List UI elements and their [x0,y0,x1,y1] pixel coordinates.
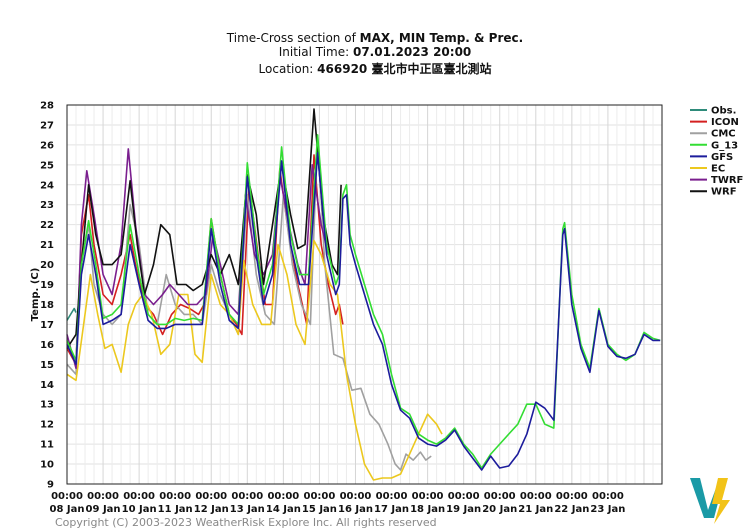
x-tick-date: 22 Jan [554,504,589,515]
x-tick-time: 00:00 [448,491,480,502]
y-tick-label: 25 [40,160,54,171]
weatherrisk-w-logo-icon [690,478,730,524]
x-tick-time: 00:00 [195,491,227,502]
series-line-gfs [66,152,661,471]
chart-title-line-3: Location: 466920 臺北市中正區臺北測站 [0,60,750,77]
y-tick-label: 27 [40,120,54,131]
x-tick-time: 00:00 [484,491,516,502]
x-tick-time: 00:00 [520,491,552,502]
y-tick-label: 15 [40,360,54,371]
x-tick-date: 11 Jan [158,504,193,515]
x-tick-date: 23 Jan [590,504,625,515]
x-tick-time: 00:00 [556,491,588,502]
initial-time-value: 07.01.2023 20:00 [352,45,472,59]
x-tick-date: 14 Jan [266,504,301,515]
x-tick-date: 08 Jan [50,504,85,515]
legend-label: TWRF [711,175,743,186]
y-tick-label: 12 [40,420,54,431]
x-tick-date: 10 Jan [122,504,157,515]
y-tick-label: 24 [40,180,54,191]
legend-label: Obs. [711,106,736,117]
x-tick-date: 15 Jan [302,504,337,515]
y-tick-label: 13 [40,400,54,411]
x-tick-date: 17 Jan [374,504,409,515]
x-tick-date: 16 Jan [338,504,373,515]
y-tick-label: 10 [40,460,54,471]
x-tick-time: 00:00 [592,491,624,502]
y-tick-label: 19 [40,280,54,291]
y-tick-label: 17 [40,320,54,331]
series-line-twrf [66,148,330,370]
x-tick-time: 00:00 [340,491,372,502]
y-tick-label: 22 [40,220,54,231]
legend-label: ICON [711,117,739,128]
x-tick-date: 18 Jan [410,504,445,515]
initial-time-label: Initial Time: [278,45,350,59]
x-tick-date: 13 Jan [230,504,265,515]
chart-title-line-1: Time-Cross section of MAX, MIN Temp. & P… [0,31,750,45]
y-tick-label: 21 [40,240,54,251]
y-tick-label: 18 [40,300,54,311]
x-tick-date: 19 Jan [446,504,481,515]
series-lines [66,108,661,481]
x-tick-time: 00:00 [51,491,83,502]
x-tick-date: 21 Jan [518,504,553,515]
x-tick-time: 00:00 [87,491,119,502]
y-axis-label: Temp. (C) [30,268,41,322]
y-tick-label: 9 [47,480,54,491]
copyright-text: Copyright (C) 2003-2023 WeatherRisk Expl… [55,516,437,529]
y-axis: 9 10 11 12 13 14 15 16 17 18 19 20 21 22 23 24 25 26 27 28 [40,101,54,491]
legend-label: GFS [711,152,733,163]
x-tick-time: 00:00 [304,491,336,502]
x-tick-time: 00:00 [267,491,299,502]
x-tick-time: 00:00 [376,491,408,502]
legend-label: EC [711,164,725,175]
y-tick-label: 28 [40,101,54,112]
plot-frame [66,104,663,485]
chart-title-line-2: Initial Time: 07.01.2023 20:00 [0,45,750,59]
series-line-ec [66,239,443,481]
y-tick-label: 20 [40,260,54,271]
series-line-wrf [66,108,342,349]
legend-label: G_13 [711,140,738,151]
series-line-obs- [66,307,77,321]
x-tick-time: 00:00 [412,491,444,502]
location-value: 466920 臺北市中正區臺北測站 [317,62,492,76]
x-tick-date: 12 Jan [194,504,229,515]
y-tick-label: 16 [40,340,54,351]
y-tick-label: 14 [40,380,54,391]
y-tick-label: 11 [40,440,54,451]
legend-label: WRF [711,187,737,198]
x-tick-date: 09 Jan [86,504,121,515]
y-tick-label: 26 [40,140,54,151]
series-line-g-13 [66,134,661,469]
x-tick-time: 00:00 [231,491,263,502]
y-tick-label: 23 [40,200,54,211]
location-label: Location: [258,62,314,76]
x-tick-time: 00:00 [123,491,155,502]
title-prefix: Time-Cross section of [226,31,356,45]
x-tick-time: 00:00 [159,491,191,502]
legend-label: CMC [711,129,736,140]
x-tick-date: 20 Jan [482,504,517,515]
title-bold: MAX, MIN Temp. & Prec. [359,31,524,45]
